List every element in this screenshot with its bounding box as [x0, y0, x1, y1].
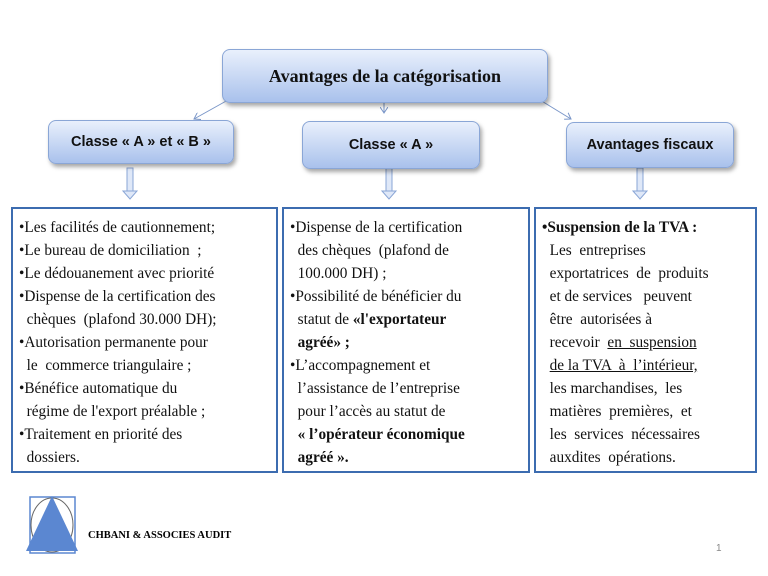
- box-line: les marchandises, les: [542, 377, 751, 400]
- box-line: le commerce triangulaire ;: [19, 354, 272, 377]
- box-line: 100.000 DH) ;: [290, 262, 524, 285]
- text-segment: les services nécessaires: [542, 426, 701, 443]
- text-segment: recevoir: [542, 334, 608, 351]
- benefits-box-class-a: •Dispense de la certification des chèque…: [282, 207, 530, 473]
- text-segment: •Le bureau de domiciliation ;: [19, 242, 202, 259]
- box-line: auxdites opérations.: [542, 446, 751, 469]
- box-line: •Possibilité de bénéficier du: [290, 285, 524, 308]
- category-node-fiscal: Avantages fiscaux: [566, 122, 734, 168]
- box-line: les services nécessaires: [542, 423, 751, 446]
- text-segment: 100.000 DH) ;: [290, 265, 387, 282]
- box-line: de la TVA à l’intérieur,: [542, 354, 751, 377]
- text-segment: •Possibilité de bénéficier du: [290, 288, 462, 305]
- text-segment: •Bénéfice automatique du: [19, 380, 178, 397]
- text-segment: agréé ».: [290, 449, 349, 466]
- down-arrow-left: [121, 167, 139, 200]
- text-segment: de la TVA à l’intérieur,: [549, 357, 698, 374]
- connector-right: [539, 99, 571, 119]
- text-segment: dossiers.: [19, 449, 80, 466]
- logo-icon: [26, 496, 78, 554]
- text-segment: statut de: [290, 311, 353, 328]
- text-segment: en suspension: [607, 334, 697, 351]
- page-number: 1: [716, 543, 722, 554]
- box-line: •Suspension de la TVA :: [542, 216, 751, 239]
- text-segment: le commerce triangulaire ;: [19, 357, 192, 374]
- box-line: et de services peuvent: [542, 285, 751, 308]
- box-line: régime de l'export préalable ;: [19, 400, 272, 423]
- box-line: recevoir en suspension: [542, 331, 751, 354]
- text-segment: pour l’accès au statut de: [290, 403, 446, 420]
- text-segment: matières premières, et: [542, 403, 692, 420]
- box-line: •Bénéfice automatique du: [19, 377, 272, 400]
- text-segment: «l'exportateur: [352, 311, 447, 328]
- connector-left: [194, 99, 229, 119]
- box-line: •Les facilités de cautionnement;: [19, 216, 272, 239]
- down-arrow-right: [631, 167, 649, 200]
- box-line: exportatrices de produits: [542, 262, 751, 285]
- box-line: •Autorisation permanente pour: [19, 331, 272, 354]
- box-line: « l’opérateur économique: [290, 423, 524, 446]
- down-arrow-middle: [380, 167, 398, 200]
- text-segment: auxdites opérations.: [542, 449, 676, 466]
- benefits-box-fiscal: •Suspension de la TVA : Les entreprises …: [534, 207, 757, 473]
- box-line: dossiers.: [19, 446, 272, 469]
- box-line: •Dispense de la certification des: [19, 285, 272, 308]
- text-segment: les marchandises, les: [542, 380, 683, 397]
- text-segment: •Dispense de la certification des: [19, 288, 216, 305]
- box-line: statut de «l'exportateur: [290, 308, 524, 331]
- box-line: Les entreprises: [542, 239, 751, 262]
- company-name: CHBANI & ASSOCIES AUDIT: [88, 530, 232, 541]
- box-line: •L’accompagnement et: [290, 354, 524, 377]
- text-segment: •Les facilités de cautionnement;: [19, 219, 216, 236]
- text-segment: •Dispense de la certification: [290, 219, 463, 236]
- box-line: l’assistance de l’entreprise: [290, 377, 524, 400]
- box-line: •Le dédouanement avec priorité: [19, 262, 272, 285]
- text-segment: l’assistance de l’entreprise: [290, 380, 460, 397]
- text-segment: •Le dédouanement avec priorité: [19, 265, 215, 282]
- box-line: pour l’accès au statut de: [290, 400, 524, 423]
- text-segment: chèques (plafond 30.000 DH);: [19, 311, 217, 328]
- box-line: agréé» ;: [290, 331, 524, 354]
- box-line: chèques (plafond 30.000 DH);: [19, 308, 272, 331]
- box-line: agréé ».: [290, 446, 524, 469]
- text-segment: et de services peuvent: [542, 288, 692, 305]
- box-line: être autorisées à: [542, 308, 751, 331]
- category-node-class-a: Classe « A »: [302, 121, 480, 169]
- text-segment: être autorisées à: [542, 311, 652, 328]
- text-segment: agréé» ;: [290, 334, 350, 351]
- text-segment: Les entreprises: [542, 242, 646, 259]
- text-segment: des chèques (plafond de: [290, 242, 449, 259]
- text-segment: •L’accompagnement et: [290, 357, 431, 374]
- box-line: matières premières, et: [542, 400, 751, 423]
- text-segment: •Traitement en priorité des: [19, 426, 183, 443]
- benefits-box-class-a-b: •Les facilités de cautionnement; •Le bure…: [11, 207, 278, 473]
- text-segment: régime de l'export préalable ;: [19, 403, 206, 420]
- text-segment: •Suspension de la TVA :: [542, 219, 698, 236]
- text-segment: exportatrices de produits: [542, 265, 709, 282]
- box-line: •Traitement en priorité des: [19, 423, 272, 446]
- title-node: Avantages de la catégorisation: [222, 49, 548, 103]
- box-line: •Dispense de la certification: [290, 216, 524, 239]
- text-segment: « l’opérateur économique: [290, 426, 465, 443]
- category-node-class-a-b: Classe « A » et « B »: [48, 120, 234, 164]
- box-line: •Le bureau de domiciliation ;: [19, 239, 272, 262]
- text-segment: [542, 357, 550, 374]
- text-segment: •Autorisation permanente pour: [19, 334, 208, 351]
- box-line: des chèques (plafond de: [290, 239, 524, 262]
